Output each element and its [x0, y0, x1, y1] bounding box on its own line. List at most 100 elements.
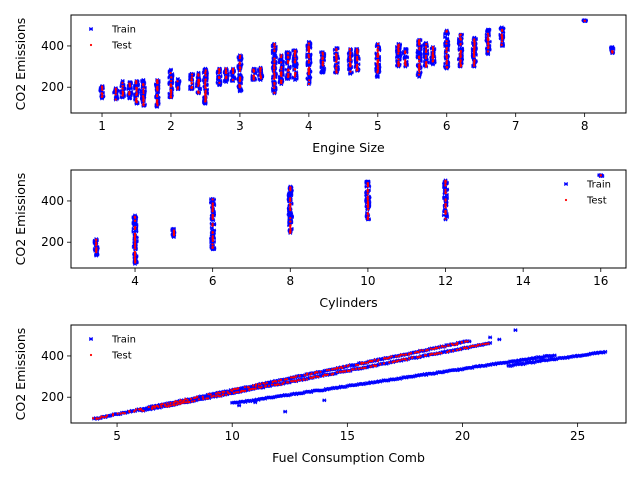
test-point: [289, 225, 292, 228]
test-point: [142, 84, 145, 87]
test-point: [273, 63, 276, 66]
test-point: [167, 404, 170, 407]
test-point: [411, 356, 414, 359]
test-point: [473, 59, 476, 62]
test-point: [237, 387, 240, 390]
x-tick-label: 8: [581, 119, 589, 133]
test-point: [362, 366, 365, 369]
test-point: [418, 64, 421, 67]
test-point: [366, 192, 369, 195]
test-point: [355, 367, 358, 371]
train-point: [94, 253, 99, 258]
test-point: [196, 395, 199, 398]
test-point: [397, 52, 400, 55]
test-point: [348, 61, 351, 64]
test-point: [190, 76, 194, 79]
train-point: [253, 400, 258, 405]
test-point: [377, 46, 380, 49]
test-point: [133, 242, 137, 245]
test-point: [366, 185, 370, 188]
test-point: [366, 182, 370, 185]
y-axis-label: CO2 Emissions: [13, 18, 28, 111]
axes-frame: [70, 169, 627, 269]
test-point: [366, 208, 370, 211]
train-point: [217, 83, 222, 88]
test-point: [307, 53, 310, 57]
train-point: [237, 72, 242, 77]
test-point: [399, 353, 403, 356]
test-point: [348, 56, 352, 59]
x-tick-label: 25: [570, 429, 585, 443]
test-point: [431, 51, 434, 54]
test-point: [273, 86, 276, 90]
test-point: [417, 351, 420, 354]
test-point: [280, 61, 283, 64]
test-point: [287, 75, 290, 78]
test-point: [314, 371, 317, 374]
test-point: [286, 59, 290, 63]
test-point: [289, 209, 292, 212]
test-point: [599, 174, 602, 177]
train-point: [283, 409, 288, 414]
test-point: [119, 412, 122, 415]
test-point: [238, 57, 241, 60]
train-point: [497, 337, 502, 342]
train-point: [132, 222, 137, 227]
train-point: [306, 62, 311, 67]
test-point: [116, 412, 119, 415]
test-point: [376, 52, 380, 55]
y-axis-label: CO2 Emissions: [13, 173, 28, 266]
test-point: [418, 39, 421, 42]
test-point: [238, 55, 242, 58]
test-point: [286, 56, 290, 59]
test-point: [418, 48, 421, 51]
test-point: [217, 72, 221, 75]
test-point: [215, 392, 218, 395]
test-point: [308, 48, 311, 51]
test-point: [298, 374, 301, 378]
test-point: [225, 75, 228, 78]
test-point: [335, 366, 339, 369]
test-point: [448, 349, 451, 353]
test-point: [265, 381, 268, 384]
test-point: [279, 73, 283, 76]
test-point: [456, 341, 459, 344]
test-point: [418, 70, 421, 74]
test-point: [161, 402, 164, 406]
test-point: [169, 83, 173, 86]
test-point: [445, 62, 448, 65]
test-point: [156, 104, 159, 107]
test-point: [293, 49, 297, 53]
x-tick-label: 4: [305, 119, 313, 133]
data-points: [92, 328, 608, 421]
test-point: [133, 243, 137, 246]
test-point: [243, 386, 247, 389]
data-points: [98, 18, 616, 109]
train-point: [322, 398, 327, 403]
test-point: [451, 343, 455, 347]
test-point: [280, 66, 283, 69]
train-point: [203, 101, 208, 106]
test-point: [142, 87, 145, 90]
panel-fuel-consumption: 5 10 15 20 25 200 400 Fuel Consumption Comb CO2 …: [13, 324, 627, 465]
test-point: [307, 45, 310, 48]
legend-label-train: Train: [111, 335, 136, 346]
test-point: [424, 354, 428, 357]
train-point: [133, 83, 138, 88]
test-point: [128, 93, 131, 96]
y-tick-label: 400: [41, 194, 64, 208]
test-point: [473, 47, 476, 51]
test-point: [355, 66, 358, 70]
test-point: [197, 91, 200, 94]
legend-label-test: Test: [111, 351, 132, 362]
test-point: [153, 406, 156, 409]
test-point: [454, 343, 457, 346]
test-point: [349, 53, 352, 56]
test-point: [424, 54, 428, 57]
test-point: [211, 236, 214, 239]
test-point: [376, 71, 379, 74]
test-point: [501, 37, 504, 41]
test-point: [272, 69, 276, 72]
test-point: [356, 63, 359, 66]
test-point: [382, 362, 386, 365]
